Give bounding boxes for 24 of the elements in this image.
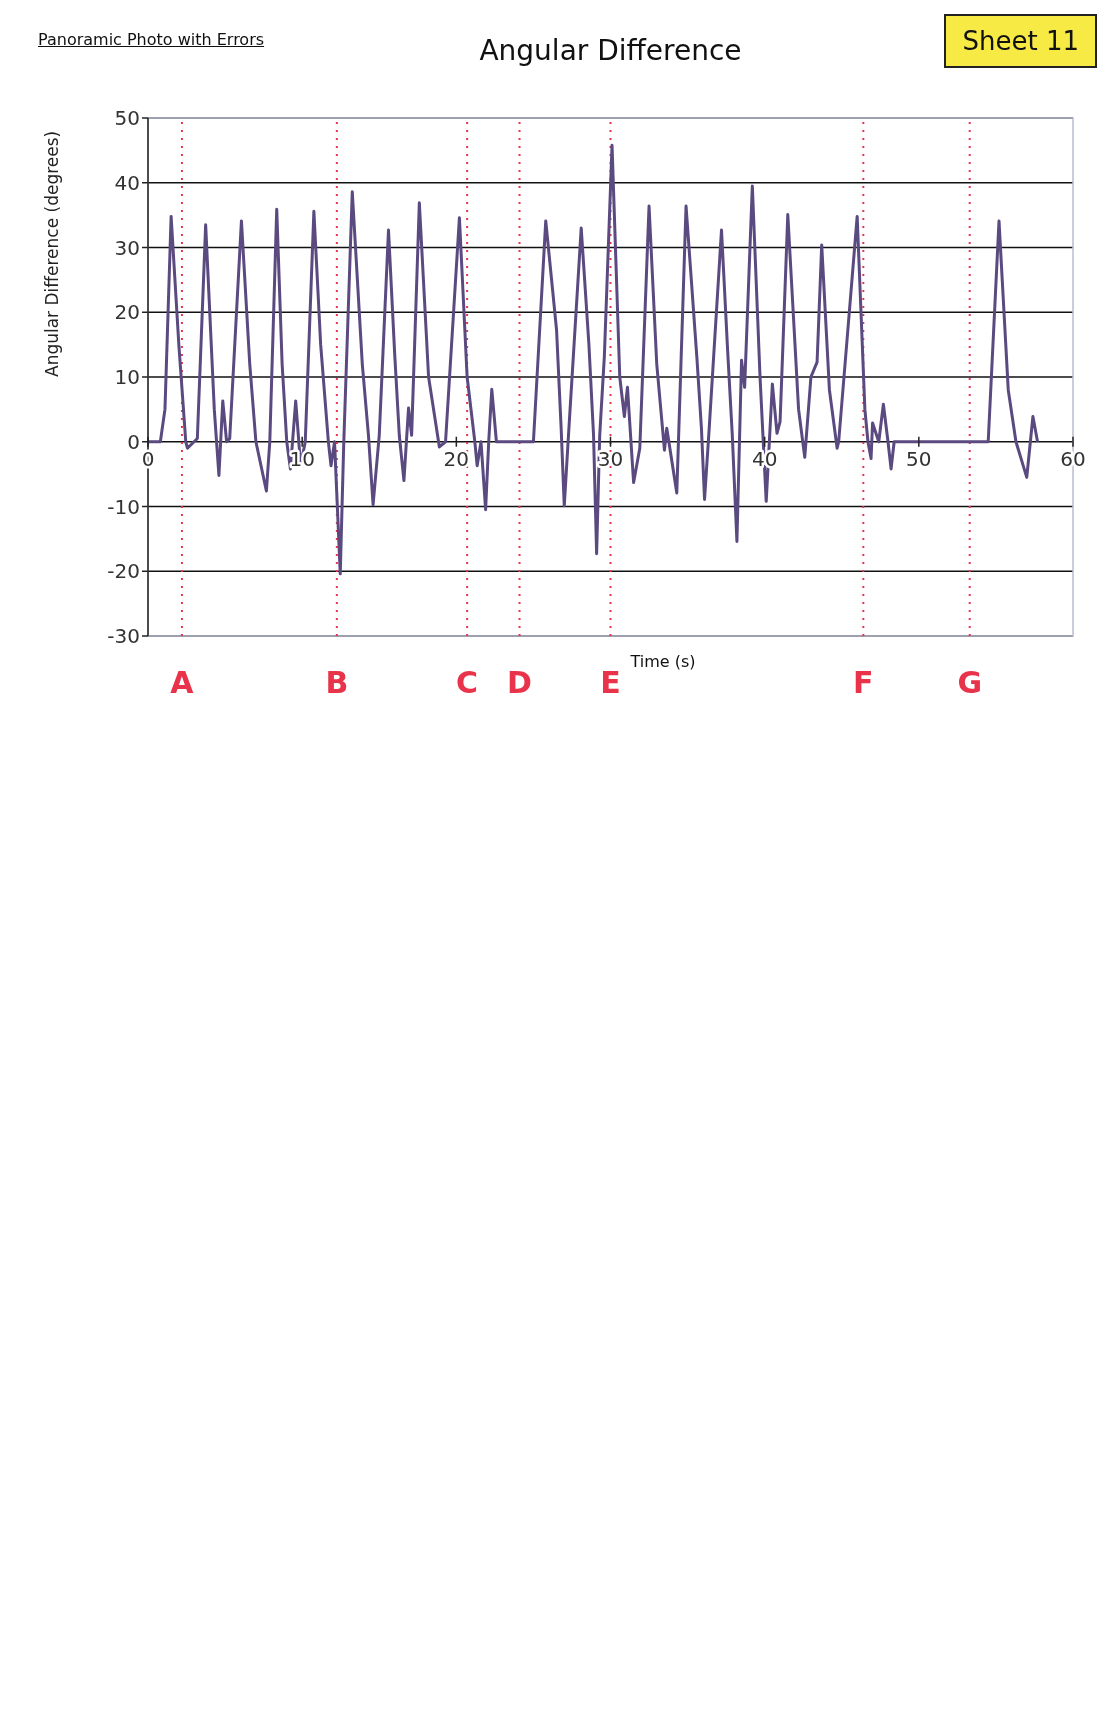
chart-subtitle: Panoramic Photo with Errors (38, 30, 265, 49)
y-tick-label: 20 (114, 300, 140, 325)
chart-title: Angular Difference (479, 34, 742, 67)
y-tick-label: -20 (107, 559, 140, 584)
y-tick-label: 50 (114, 106, 140, 131)
x-tick-label: 50 (906, 446, 932, 471)
y-tick-label: -30 (107, 624, 140, 649)
ref-line-label: B (325, 665, 349, 701)
ref-line-label: A (170, 665, 195, 701)
ref-line-label: F (853, 665, 874, 701)
x-tick-label: 60 (1060, 446, 1086, 471)
y-tick-label: 10 (114, 365, 140, 390)
ref-line-label: G (957, 665, 983, 701)
y-tick-label: 40 (114, 170, 140, 195)
y-tick-label: -10 (107, 494, 140, 519)
ref-line-label: D (507, 665, 532, 701)
y-axis-title: Angular Difference (degrees) (42, 130, 63, 377)
y-tick-label: 30 (114, 235, 140, 260)
ref-line-label: C (456, 665, 479, 701)
x-tick-label: 20 (443, 446, 470, 471)
text: Sheet 11 (944, 14, 1097, 68)
x-axis-title: Time (s) (630, 652, 697, 671)
ref-line-label: E (600, 665, 621, 701)
y-tick-label: 0 (127, 429, 140, 454)
